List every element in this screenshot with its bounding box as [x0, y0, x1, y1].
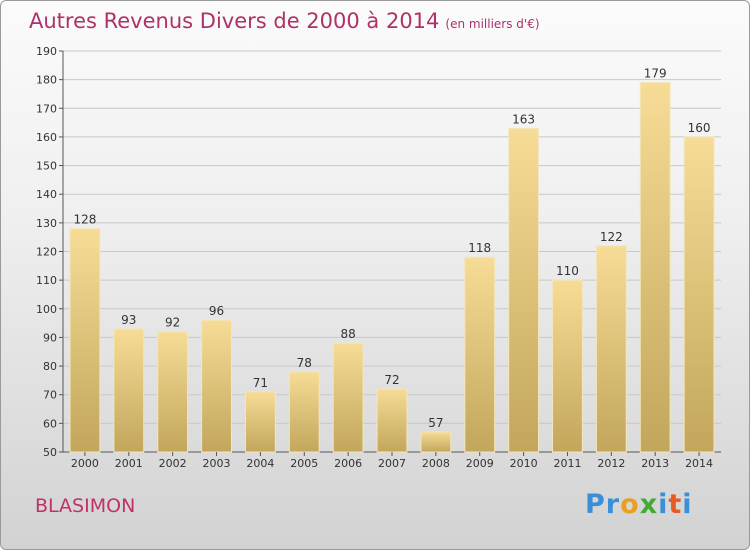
y-tick-label: 170 — [36, 102, 57, 115]
y-tick-label: 160 — [36, 131, 57, 144]
x-tick-label: 2011 — [553, 457, 581, 470]
data-label: 93 — [121, 313, 136, 327]
data-label: 179 — [644, 67, 667, 81]
y-tick-label: 90 — [43, 331, 57, 344]
logo-letter: r — [605, 489, 621, 520]
x-tick-label: 2009 — [466, 457, 494, 470]
bar — [244, 391, 276, 453]
x-tick-label: 2005 — [290, 457, 318, 470]
data-labels: 128 93 92 96 71 78 88 72 57 118 163 110 122 179 160 — [73, 67, 710, 430]
data-label: 57 — [428, 416, 443, 430]
y-tick-label: 140 — [36, 188, 57, 201]
data-label: 122 — [600, 230, 623, 244]
bar — [595, 245, 627, 453]
chart-subtitle: (en milliers d'€) — [445, 17, 540, 31]
y-tick-label: 150 — [36, 160, 57, 173]
logo-letter: x — [639, 489, 659, 520]
x-tick-label: 2014 — [685, 457, 713, 470]
bar — [69, 228, 101, 453]
chart-title: Autres Revenus Divers de 2000 à 2014 (en … — [29, 9, 540, 33]
bar — [508, 127, 540, 453]
y-tick-label: 60 — [43, 417, 57, 430]
bar — [113, 328, 145, 453]
data-label: 71 — [253, 376, 268, 390]
data-label: 128 — [73, 213, 96, 227]
x-tick-label: 2013 — [641, 457, 669, 470]
bar — [464, 256, 496, 453]
y-tick-label: 70 — [43, 389, 57, 402]
logo-letter: P — [585, 489, 606, 520]
y-tick-label: 80 — [43, 360, 57, 373]
data-label: 118 — [468, 241, 491, 255]
y-tick-label: 100 — [36, 303, 57, 316]
bar — [639, 82, 671, 453]
bar — [332, 342, 364, 453]
data-label: 88 — [340, 327, 355, 341]
x-axis: 2000 2001 2002 2003 2004 2005 2006 2007 2008 2009… — [71, 452, 713, 470]
x-tick-label: 2007 — [378, 457, 406, 470]
y-tick-label: 190 — [36, 45, 57, 58]
x-tick-label: 2002 — [159, 457, 187, 470]
logo-letter: o — [620, 489, 640, 520]
logo-letter: i — [682, 489, 693, 520]
bar — [683, 136, 715, 453]
data-label: 110 — [556, 264, 579, 278]
x-tick-label: 2004 — [246, 457, 274, 470]
chart-title-main: Autres Revenus Divers de 2000 à 2014 — [29, 9, 440, 33]
proxiti-logo: Proxiti — [585, 489, 693, 520]
bar — [201, 319, 232, 453]
data-label: 163 — [512, 112, 535, 126]
x-tick-label: 2000 — [71, 457, 99, 470]
x-tick-label: 2006 — [334, 457, 362, 470]
data-label: 92 — [165, 316, 180, 330]
y-tick-label: 180 — [36, 74, 57, 87]
x-tick-label: 2008 — [422, 457, 450, 470]
y-tick-label: 50 — [43, 446, 57, 459]
bar — [552, 279, 583, 453]
y-tick-label: 130 — [36, 217, 57, 230]
x-tick-label: 2003 — [203, 457, 231, 470]
data-label: 78 — [297, 356, 312, 370]
bar — [376, 388, 408, 453]
logo-letter: i — [658, 489, 669, 520]
bar — [157, 331, 189, 453]
city-name: BLASIMON — [35, 495, 136, 517]
bars — [69, 82, 715, 453]
logo-letter: t — [668, 489, 683, 520]
y-tick-label: 110 — [36, 274, 57, 287]
x-tick-label: 2012 — [597, 457, 625, 470]
x-tick-label: 2010 — [510, 457, 538, 470]
data-label: 72 — [384, 373, 399, 387]
data-label: 160 — [688, 121, 711, 135]
bar — [288, 371, 320, 453]
data-label: 96 — [209, 304, 224, 318]
x-tick-label: 2001 — [115, 457, 143, 470]
bar — [420, 431, 452, 453]
y-tick-label: 120 — [36, 246, 57, 259]
